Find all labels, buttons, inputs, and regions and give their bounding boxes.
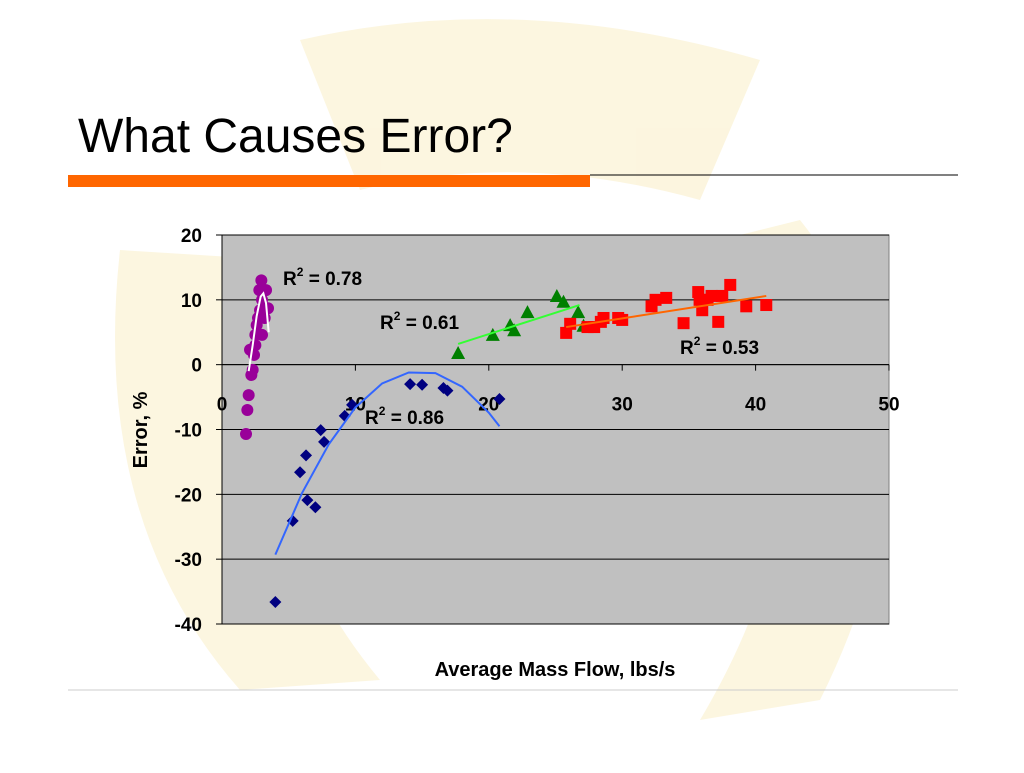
point bbox=[241, 404, 254, 417]
r-squared-sup: 2 bbox=[394, 309, 401, 323]
point bbox=[255, 274, 268, 287]
r-squared-text: = 0.61 bbox=[400, 313, 459, 334]
r-squared-base: R bbox=[680, 338, 694, 359]
x-tick-label: 40 bbox=[745, 395, 766, 416]
point bbox=[294, 466, 307, 479]
r-squared-base: R bbox=[365, 408, 379, 429]
slide-title: What Causes Error? bbox=[78, 110, 513, 163]
title-bar bbox=[68, 175, 590, 187]
x-tick-label: 50 bbox=[878, 395, 899, 416]
point bbox=[318, 435, 331, 448]
r-squared-label: R2 = 0.78 bbox=[283, 265, 362, 290]
y-tick-label: 20 bbox=[181, 226, 202, 247]
point bbox=[740, 300, 753, 313]
point bbox=[760, 299, 773, 312]
r-squared-text: = 0.78 bbox=[303, 269, 362, 290]
point bbox=[269, 595, 282, 608]
y-tick-label: 10 bbox=[181, 291, 202, 312]
x-axis-label: Average Mass Flow, lbs/s bbox=[435, 659, 676, 681]
point bbox=[256, 328, 269, 341]
x-tick-label: 0 bbox=[217, 395, 228, 416]
point bbox=[242, 389, 255, 402]
point bbox=[301, 494, 314, 507]
y-axis-label: Error, % bbox=[130, 391, 152, 468]
point bbox=[240, 428, 253, 441]
point bbox=[660, 291, 673, 304]
point bbox=[677, 317, 690, 330]
point bbox=[705, 289, 718, 302]
point bbox=[441, 384, 454, 397]
trendline bbox=[247, 291, 270, 372]
y-tick-label: 0 bbox=[191, 356, 202, 377]
trendline bbox=[274, 371, 501, 556]
x-tick-label: 30 bbox=[612, 395, 633, 416]
r-squared-text: = 0.53 bbox=[700, 338, 759, 359]
point bbox=[309, 501, 322, 514]
r-squared-label: R2 = 0.86 bbox=[365, 404, 444, 429]
trendline bbox=[457, 304, 580, 345]
point bbox=[300, 449, 313, 462]
point bbox=[649, 293, 662, 306]
point bbox=[564, 317, 577, 330]
point bbox=[560, 326, 573, 339]
point bbox=[507, 323, 522, 337]
y-tick-label: -30 bbox=[175, 550, 202, 571]
r-squared-base: R bbox=[283, 269, 297, 290]
point bbox=[556, 294, 571, 308]
point bbox=[571, 305, 586, 319]
y-tick-label: -20 bbox=[175, 485, 202, 506]
point bbox=[451, 345, 466, 359]
point bbox=[712, 315, 725, 328]
point bbox=[716, 289, 729, 302]
r-squared-label: R2 = 0.61 bbox=[380, 309, 459, 334]
point bbox=[724, 278, 737, 291]
point bbox=[485, 327, 500, 341]
r-squared-sup: 2 bbox=[297, 265, 304, 279]
point bbox=[520, 305, 535, 319]
r-squared-sup: 2 bbox=[694, 334, 701, 348]
point bbox=[262, 302, 275, 315]
r-squared-text: = 0.86 bbox=[385, 408, 444, 429]
r-squared-label: R2 = 0.53 bbox=[680, 334, 759, 359]
point bbox=[314, 424, 327, 437]
y-tick-label: -40 bbox=[175, 615, 202, 636]
point bbox=[416, 378, 429, 391]
point bbox=[549, 288, 564, 302]
r-squared-base: R bbox=[380, 313, 394, 334]
point bbox=[493, 393, 506, 406]
y-tick-label: -10 bbox=[175, 421, 202, 442]
point bbox=[404, 378, 417, 391]
trendline bbox=[566, 294, 767, 329]
x-tick-label: 20 bbox=[478, 395, 499, 416]
r-squared-sup: 2 bbox=[379, 404, 386, 418]
